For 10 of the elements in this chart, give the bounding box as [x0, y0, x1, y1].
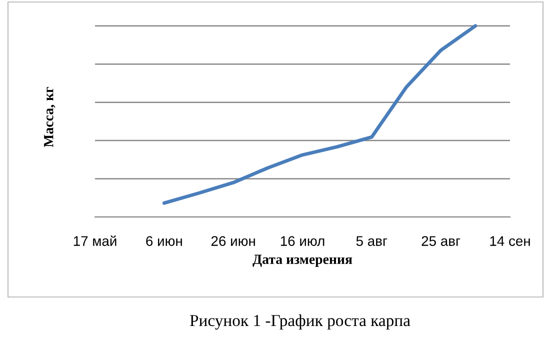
x-tick-label: 6 июн	[146, 236, 182, 246]
x-tick-label: 26 июн	[211, 236, 255, 246]
text: Рисунок 1 -График роста карпа	[190, 314, 410, 330]
x-tick-label: 16 июл	[280, 236, 324, 246]
x-tick-label: 5 авг	[356, 236, 388, 246]
x-axis-title: Дата измерения	[252, 254, 352, 267]
y-axis-title: Масса, кг	[44, 86, 56, 148]
x-tick-label: 14 сен	[490, 236, 530, 246]
x-tick-label: 17 май	[74, 236, 116, 246]
x-tick-label: 25 авг	[422, 236, 460, 246]
